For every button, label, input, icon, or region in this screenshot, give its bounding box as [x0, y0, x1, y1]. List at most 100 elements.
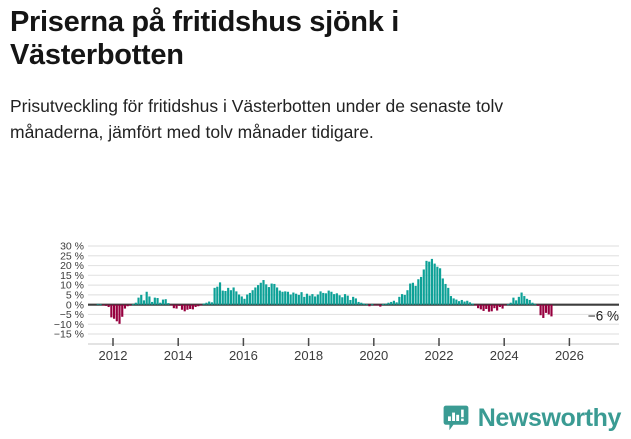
bar — [216, 286, 219, 305]
y-axis-tick-label: 0 % — [66, 299, 84, 311]
y-axis-tick-label: −5 % — [60, 309, 84, 321]
x-axis-tick-label: 2014 — [164, 348, 193, 363]
bar — [151, 301, 154, 305]
bar — [267, 287, 271, 305]
bar — [289, 294, 292, 305]
bar — [199, 304, 203, 306]
bar — [452, 298, 455, 305]
bar — [463, 301, 466, 305]
bar — [273, 283, 276, 305]
bar — [126, 304, 129, 307]
bar — [115, 304, 118, 322]
bar — [460, 299, 463, 305]
bar — [256, 285, 260, 305]
bar — [99, 304, 102, 306]
bar — [314, 296, 317, 305]
bar — [218, 282, 222, 305]
bar — [140, 294, 143, 305]
bar — [237, 294, 241, 305]
bar — [202, 303, 205, 305]
bar — [392, 300, 395, 305]
bar — [517, 296, 520, 305]
bar — [164, 299, 167, 305]
bar — [528, 299, 531, 305]
bar — [110, 304, 113, 318]
bar — [498, 304, 501, 308]
bar — [425, 260, 428, 305]
bar — [240, 296, 243, 305]
bar — [352, 296, 355, 305]
bar — [414, 285, 417, 305]
bar — [479, 304, 482, 310]
bar — [191, 304, 194, 310]
bar — [468, 302, 472, 305]
bar — [474, 304, 477, 306]
bar-chart: 30 %25 %20 %15 %10 %5 %0 %−5 %−10 %−15 %… — [54, 241, 619, 363]
bar — [509, 302, 512, 305]
bar — [248, 292, 251, 305]
bar — [395, 302, 398, 305]
bar — [180, 304, 184, 310]
bar — [305, 293, 309, 305]
bar — [183, 304, 186, 312]
bar — [417, 279, 420, 305]
bar — [284, 291, 287, 305]
bar — [400, 294, 404, 305]
bar — [444, 283, 447, 305]
x-axis-tick-label: 2018 — [294, 348, 323, 363]
bar — [512, 297, 515, 305]
y-axis-tick-label: 30 % — [60, 241, 84, 253]
bar — [129, 304, 132, 306]
bar — [300, 292, 303, 305]
bar — [376, 304, 379, 306]
bar — [547, 304, 550, 315]
bar — [96, 303, 99, 305]
bar — [447, 287, 450, 305]
bar — [398, 296, 401, 305]
bar — [265, 284, 268, 305]
bar — [542, 304, 545, 318]
bar — [153, 297, 156, 305]
bar — [159, 302, 162, 305]
page-title: Priserna på fritidshus sjönk i Västerbot… — [10, 6, 400, 72]
bar — [531, 302, 534, 305]
bar — [161, 299, 165, 305]
bar — [327, 290, 330, 305]
x-axis-tick-label: 2016 — [229, 348, 258, 363]
bar — [335, 293, 338, 305]
bar — [113, 304, 116, 319]
bar — [278, 290, 281, 305]
bar — [409, 283, 412, 305]
y-axis-tick-label: 5 % — [66, 289, 84, 301]
bar — [259, 282, 262, 305]
bar — [205, 302, 208, 305]
bar — [142, 300, 146, 305]
y-axis-tick-label: −10 % — [54, 319, 84, 331]
bar — [466, 300, 469, 305]
bar — [175, 304, 178, 309]
bar — [544, 304, 548, 313]
bar — [107, 304, 110, 308]
bar — [251, 290, 254, 305]
bar — [381, 304, 385, 305]
bar — [360, 302, 363, 305]
bar — [197, 304, 200, 307]
bar — [523, 296, 526, 305]
bar — [406, 290, 409, 305]
bar — [487, 304, 491, 312]
bar — [493, 304, 496, 309]
bar — [387, 302, 390, 305]
bar — [262, 280, 265, 305]
page-subtitle: Prisutveckling för fritidshus i Västerbo… — [10, 96, 504, 142]
y-axis-tick-label: 10 % — [60, 280, 84, 292]
bar — [346, 295, 349, 305]
bar — [189, 304, 192, 309]
bar — [213, 287, 216, 305]
bar — [536, 304, 539, 306]
x-axis-tick-label: 2026 — [555, 348, 584, 363]
bar — [208, 301, 211, 305]
bar — [270, 283, 273, 305]
bar — [534, 303, 537, 305]
bar — [316, 294, 319, 305]
